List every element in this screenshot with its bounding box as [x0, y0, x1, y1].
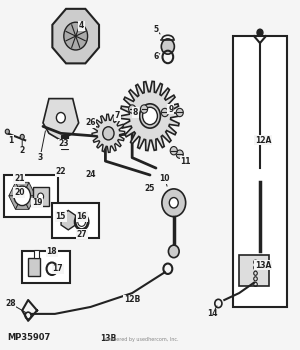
- Text: rendered by usedhercom, Inc.: rendered by usedhercom, Inc.: [105, 337, 179, 342]
- Text: 21: 21: [14, 174, 25, 183]
- Polygon shape: [16, 196, 29, 209]
- Bar: [233, 36, 287, 307]
- Polygon shape: [9, 196, 22, 209]
- Text: 6: 6: [153, 52, 159, 62]
- Text: 22: 22: [56, 167, 66, 176]
- Text: 28: 28: [5, 299, 16, 308]
- Polygon shape: [61, 210, 76, 230]
- Text: 9: 9: [168, 105, 173, 113]
- Bar: [52, 203, 100, 238]
- Polygon shape: [52, 9, 99, 63]
- Text: 1: 1: [8, 136, 13, 145]
- Circle shape: [170, 147, 177, 155]
- Circle shape: [162, 189, 186, 217]
- Circle shape: [161, 39, 174, 54]
- Text: 25: 25: [145, 184, 155, 194]
- Text: 27: 27: [76, 230, 87, 239]
- Circle shape: [78, 217, 86, 226]
- Polygon shape: [22, 182, 36, 196]
- Text: 12A: 12A: [255, 136, 271, 145]
- Text: 24: 24: [85, 170, 96, 180]
- Circle shape: [176, 150, 183, 158]
- Bar: [34, 250, 38, 258]
- Polygon shape: [92, 114, 125, 153]
- Text: 7: 7: [115, 111, 120, 120]
- Text: 12B: 12B: [124, 295, 140, 304]
- Circle shape: [161, 108, 168, 117]
- Bar: [22, 251, 70, 283]
- Bar: [4, 175, 58, 217]
- Text: 3: 3: [38, 153, 43, 162]
- Text: 14: 14: [207, 309, 218, 318]
- Circle shape: [20, 134, 24, 139]
- Bar: [239, 255, 269, 286]
- Text: 20: 20: [14, 188, 25, 197]
- Text: 13B: 13B: [100, 334, 116, 343]
- Circle shape: [168, 245, 179, 258]
- Text: 17: 17: [52, 264, 63, 273]
- Circle shape: [103, 127, 114, 140]
- Circle shape: [56, 112, 65, 123]
- Circle shape: [140, 104, 160, 128]
- Text: 23: 23: [58, 139, 69, 148]
- Circle shape: [129, 105, 136, 113]
- Text: 4: 4: [79, 21, 84, 30]
- Text: 19: 19: [32, 198, 42, 207]
- Circle shape: [169, 197, 178, 208]
- Text: 16: 16: [76, 212, 87, 221]
- Circle shape: [176, 108, 183, 117]
- Text: 5: 5: [153, 25, 158, 34]
- Text: 2: 2: [20, 146, 25, 155]
- Polygon shape: [43, 99, 79, 140]
- Bar: [28, 258, 40, 276]
- Circle shape: [5, 129, 9, 134]
- Text: 26: 26: [85, 118, 96, 127]
- Circle shape: [14, 186, 31, 205]
- Text: 11: 11: [180, 156, 191, 166]
- Bar: [61, 135, 68, 149]
- Circle shape: [38, 193, 44, 200]
- Text: 18: 18: [46, 247, 57, 256]
- Text: 15: 15: [56, 212, 66, 221]
- Circle shape: [257, 29, 263, 36]
- Circle shape: [64, 22, 88, 50]
- Bar: [33, 187, 49, 206]
- Text: MP35907: MP35907: [7, 332, 51, 342]
- Text: 10: 10: [160, 174, 170, 183]
- Circle shape: [140, 105, 148, 113]
- Polygon shape: [16, 182, 29, 196]
- Polygon shape: [120, 81, 180, 150]
- Polygon shape: [9, 182, 22, 196]
- Polygon shape: [22, 196, 36, 209]
- Text: 8: 8: [133, 108, 138, 117]
- Text: 13A: 13A: [255, 261, 271, 270]
- Circle shape: [142, 107, 158, 125]
